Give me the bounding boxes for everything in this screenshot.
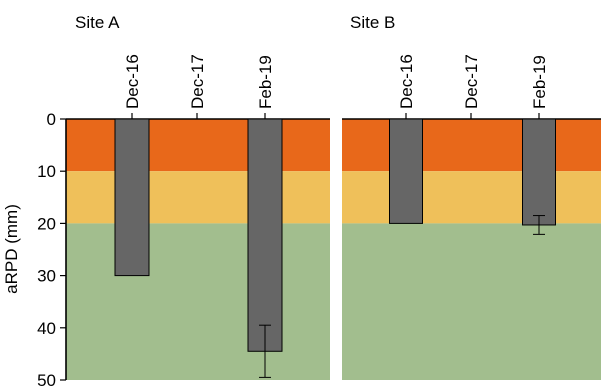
bar: [114, 118, 150, 277]
y-tick-label: 40: [37, 319, 56, 338]
x-tick-label: Dec-17: [462, 54, 481, 109]
bar: [247, 118, 283, 352]
bar: [522, 118, 556, 226]
panel-title: Site A: [75, 13, 120, 32]
background-band-3: [342, 223, 601, 380]
y-axis-title: aRPD (mm): [2, 204, 21, 294]
background-band-1: [342, 119, 601, 172]
background-band-2: [342, 171, 601, 224]
panels: Site A Dec-16 Dec-17 Feb-19 Site B Dec-16 Dec-…: [37, 13, 601, 390]
y-tick-label: 0: [47, 110, 56, 129]
x-tick-label: Feb-19: [256, 55, 275, 109]
background-band-1: [66, 119, 330, 172]
panel-title: Site B: [350, 13, 395, 32]
background-band-2: [66, 171, 330, 224]
y-axis: 0 10 20 30 40 50: [37, 110, 67, 390]
background-band-3: [66, 223, 330, 380]
x-tick-label: Dec-17: [188, 54, 207, 109]
x-tick-label: Feb-19: [530, 55, 549, 109]
panel-2: Site B Dec-16 Dec-17 Feb-19: [342, 13, 601, 380]
y-tick-label: 20: [37, 214, 56, 233]
y-tick-label: 50: [37, 371, 56, 390]
y-tick-label: 30: [37, 267, 56, 286]
panel-1: Site A Dec-16 Dec-17 Feb-19: [66, 13, 330, 380]
x-tick-label: Dec-16: [397, 54, 416, 109]
bar: [389, 118, 423, 224]
x-tick-label: Dec-16: [123, 54, 142, 109]
y-tick-label: 10: [37, 162, 56, 181]
